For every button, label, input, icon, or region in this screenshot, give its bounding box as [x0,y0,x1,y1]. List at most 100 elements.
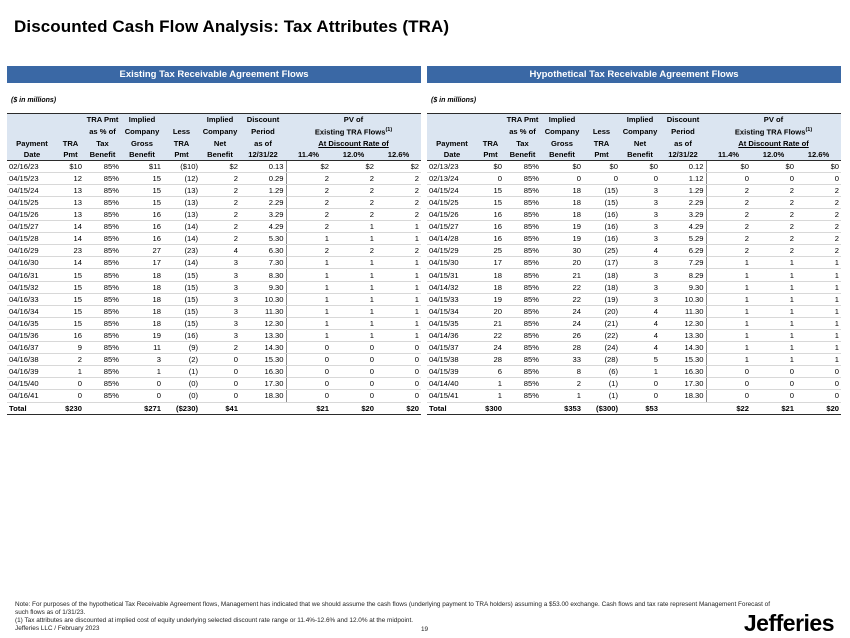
gross-benefit-cell: 33 [541,353,583,367]
net-benefit-cell: 3 [620,220,660,234]
table-row: 04/15/23 12 85% 15 (12) 2 0.29 2 2 2 [7,172,422,185]
header-cell: Benefit [504,148,541,161]
gross-benefit-cell: 0 [121,389,163,403]
header-cell: Less [583,125,620,138]
pct-of-tax-benefit-cell: 85% [504,196,541,210]
pct-of-tax-benefit-cell: 85% [84,232,121,246]
discount-period-cell: 13.30 [660,329,706,343]
payment-date-cell: 02/13/23 [427,160,477,173]
pv-11-4-cell: 1 [705,317,751,330]
net-benefit-cell: 2 [200,172,240,185]
less-tra-pmt-cell: (16) [583,208,620,222]
discount-period-cell: 18.30 [660,389,706,403]
table-row: 04/16/38 2 85% 3 (2) 0 15.30 0 0 0 [7,353,422,367]
total-pv-12-0-cell: $21 [751,401,796,415]
gross-benefit-cell: 3 [121,353,163,367]
net-benefit-cell: $2 [200,160,240,173]
payment-date-cell: 04/15/38 [427,353,477,367]
pv-12-6-cell: 0 [376,353,422,367]
net-benefit-cell: 0 [620,172,660,185]
less-tra-pmt-cell: (25) [583,244,620,258]
table-row: 04/15/27 14 85% 16 (14) 2 4.29 2 1 1 [7,220,422,234]
tra-pmt-cell: 15 [57,281,84,294]
pct-of-tax-benefit-cell: 85% [504,268,541,282]
gross-benefit-cell: 1 [121,365,163,379]
tra-pmt-cell: 19 [477,293,504,306]
gross-benefit-cell: 0 [541,172,583,185]
header-cell: Existing TRA Flows(1) [286,125,422,138]
pv-12-6-cell: $2 [376,160,422,173]
gross-benefit-cell: 17 [121,256,163,270]
less-tra-pmt-cell: (13) [163,184,200,197]
discount-period-cell: 4.29 [240,220,286,234]
pv-11-4-cell: 0 [285,341,331,355]
pv-11-4-cell: 2 [285,184,331,197]
pv-12-0-cell: 1 [751,329,796,343]
discount-period-cell: 17.30 [240,377,286,391]
table-row: 04/16/34 15 85% 18 (15) 3 11.30 1 1 1 [7,305,422,318]
pv-12-6-cell: 2 [376,196,422,210]
less-tra-pmt-cell: (16) [583,220,620,234]
less-tra-pmt-cell: (2) [163,353,200,367]
pv-11-4-cell: 1 [705,293,751,306]
pv-11-4-cell: 2 [705,244,751,258]
less-tra-pmt-cell: (15) [163,281,200,294]
tra-pmt-cell: 1 [477,377,504,391]
discount-period-cell: 8.29 [660,268,706,282]
payment-date-cell: 04/15/27 [7,220,57,234]
net-benefit-cell: 4 [620,329,660,343]
total-net-benefit-cell: $53 [620,401,660,415]
discount-period-cell: 5.29 [660,232,706,246]
gross-benefit-cell: 19 [121,329,163,343]
pct-of-tax-benefit-cell: 85% [84,184,121,197]
tra-pmt-cell: 13 [57,184,84,197]
payment-date-cell: 04/16/33 [7,293,57,306]
net-benefit-cell: 4 [620,305,660,318]
tra-pmt-cell: 20 [477,305,504,318]
less-tra-pmt-cell: (28) [583,353,620,367]
pv-12-0-cell: 1 [751,268,796,282]
tra-pmt-cell: 14 [57,232,84,246]
pv-12-6-cell: 1 [796,256,842,270]
net-benefit-cell: 3 [620,208,660,222]
net-benefit-cell: 3 [620,184,660,197]
net-benefit-cell: 5 [620,353,660,367]
table-row: 04/15/34 20 85% 24 (20) 4 11.30 1 1 1 [427,305,842,318]
net-benefit-cell: 2 [200,232,240,246]
pct-of-tax-benefit-cell: 85% [84,160,121,173]
less-tra-pmt-cell: (18) [583,268,620,282]
payment-date-cell: 02/16/23 [7,160,57,173]
gross-benefit-cell: 8 [541,365,583,379]
pv-12-0-cell: 1 [331,281,376,294]
header-cell: 12/31/22 [240,148,286,161]
pv-12-0-cell: 1 [331,220,376,234]
table-row: 04/15/32 15 85% 18 (15) 3 9.30 1 1 1 [7,281,422,294]
gross-benefit-cell: 18 [121,305,163,318]
pct-of-tax-benefit-cell: 85% [504,329,541,343]
header-cell: Net [200,137,240,149]
pv-11-4-cell: $2 [285,160,331,173]
table-row: 04/15/31 18 85% 21 (18) 3 8.29 1 1 1 [427,268,842,282]
net-benefit-cell: 4 [620,317,660,330]
pv-12-6-cell: 1 [796,317,842,330]
header-cell: 12.0% [331,148,376,161]
tra-pmt-cell: 16 [477,220,504,234]
less-tra-pmt-cell: (24) [583,341,620,355]
pct-of-tax-benefit-cell: 85% [504,232,541,246]
hypothetical-tra-banner: Hypothetical Tax Receivable Agreement Fl… [427,66,841,83]
pv-11-4-cell: 0 [285,365,331,379]
pv-12-6-cell: 1 [376,293,422,306]
total-gross-benefit-cell: $271 [121,401,163,415]
payment-date-cell: 04/16/37 [7,341,57,355]
gross-benefit-cell: 30 [541,244,583,258]
tra-pmt-cell: 0 [57,377,84,391]
header-cell: PV of [286,113,422,125]
payment-date-cell: 04/15/36 [7,329,57,343]
pv-11-4-cell: 1 [705,353,751,367]
pct-of-tax-benefit-cell: 85% [84,341,121,355]
header-cell [477,113,504,125]
discount-period-cell: 1.29 [660,184,706,197]
discount-period-cell: 14.30 [240,341,286,355]
table-row: 04/15/35 21 85% 24 (21) 4 12.30 1 1 1 [427,317,842,330]
header-cell: Benefit [121,148,163,161]
